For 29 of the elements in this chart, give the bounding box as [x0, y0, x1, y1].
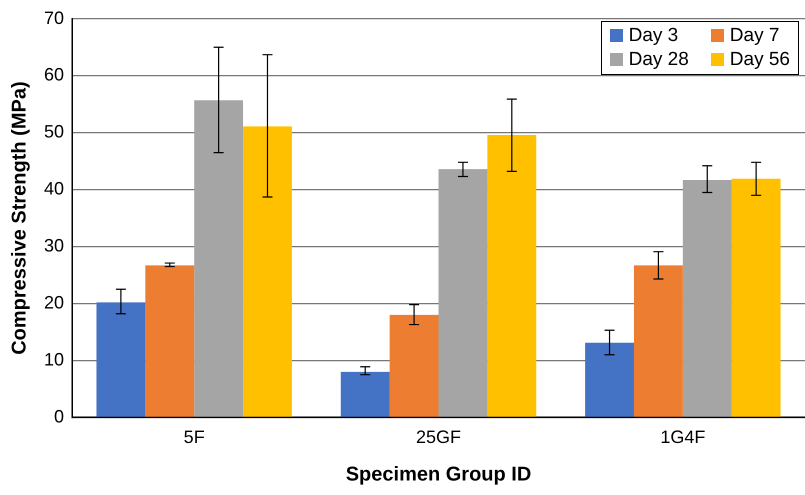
y-tick-label: 20 — [44, 292, 64, 312]
legend-label: Day 3 — [628, 24, 678, 47]
bar — [585, 342, 634, 417]
y-tick-label: 40 — [44, 178, 64, 199]
bar — [487, 134, 536, 417]
bar — [438, 169, 488, 417]
bar — [390, 314, 439, 417]
y-tick-label: 60 — [44, 64, 64, 85]
y-tick-label: 30 — [44, 236, 64, 256]
legend-label: Day 7 — [730, 24, 780, 47]
bar — [732, 178, 781, 417]
bar — [634, 265, 683, 417]
legend-label: Day 28 — [628, 48, 689, 71]
x-tick-label: 1G4F — [660, 427, 706, 448]
y-tick-label: 70 — [44, 8, 64, 28]
legend-label: Day 56 — [730, 48, 790, 71]
bar — [243, 126, 292, 417]
bar — [340, 372, 390, 417]
x-tick-label: 5F — [184, 427, 205, 448]
x-axis-title: Specimen Group ID — [346, 464, 532, 486]
y-tick-label: 10 — [44, 349, 64, 370]
y-axis-title: Compressive Strength (MPa) — [8, 81, 31, 355]
y-tick-label: 50 — [44, 122, 64, 142]
bar — [682, 180, 732, 417]
bar — [96, 302, 146, 417]
x-tick-label: 25GF — [416, 427, 462, 448]
bar — [194, 100, 244, 417]
bar — [145, 265, 194, 417]
y-tick-label: 0 — [54, 406, 64, 426]
